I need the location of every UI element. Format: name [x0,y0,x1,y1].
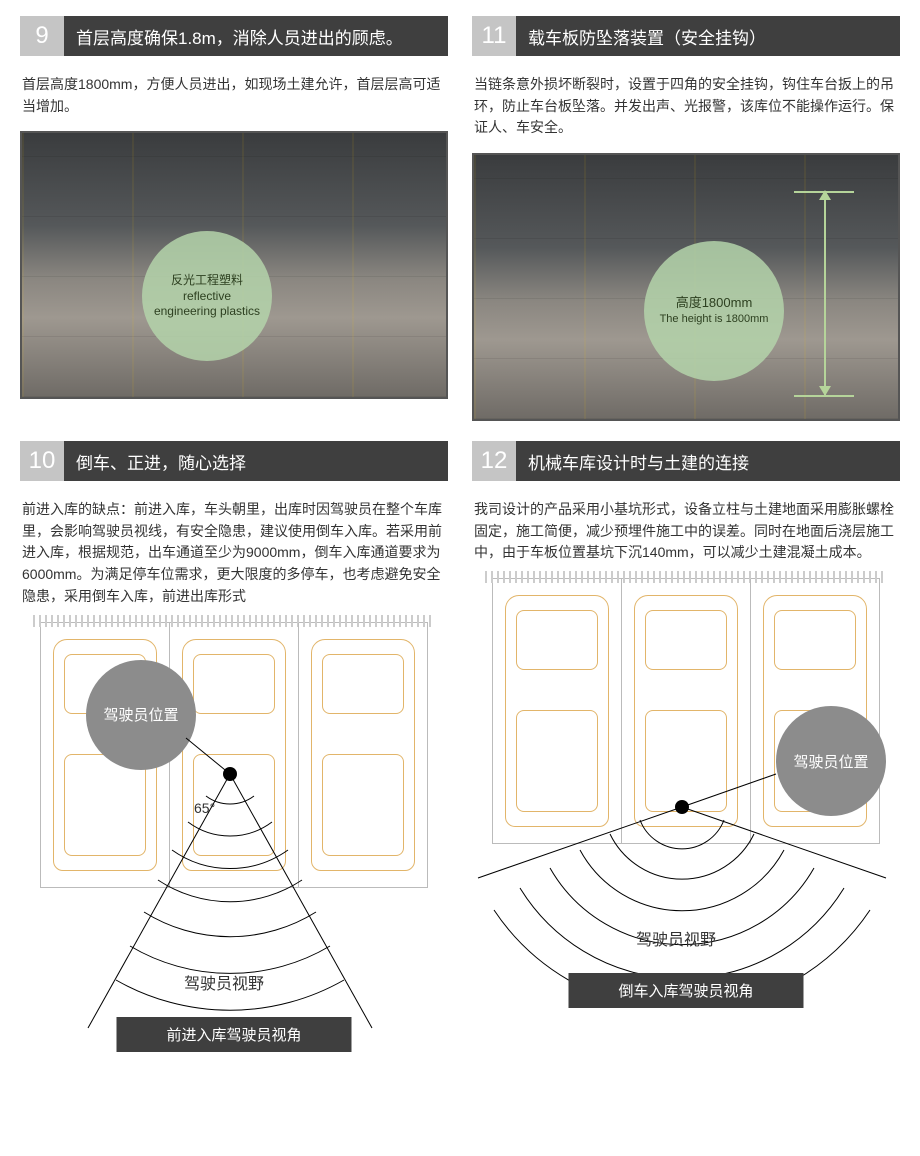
bubble-text-line: 高度1800mm [676,295,753,312]
section-number: 10 [20,441,64,481]
car-outline [311,639,415,871]
bubble-text-line: reflective [183,289,231,305]
page-grid: 9 首层高度确保1.8m，消除人员进出的顾虑。 首层高度1800mm，方便人员进… [0,0,920,1070]
section-12: 12 机械车库设计时与土建的连接 我司设计的产品采用小基坑形式，设备立柱与土建地… [472,441,900,1051]
diagram-reverse: 驾驶员位置 驾驶员视野 倒车入库驾驶员视角 [472,578,900,1008]
driver-point [223,767,237,781]
bubble-text-line: 反光工程塑料 [171,273,243,289]
field-of-view-label: 驾驶员视野 [636,926,716,950]
section-body: 首层高度1800mm，方便人员进出，如现场土建允许，首层层高可适当增加。 [20,74,448,117]
driver-position-bubble: 驾驶员位置 [776,706,886,816]
diagram-caption: 倒车入库驾驶员视角 [568,973,803,1008]
bay [493,579,622,843]
section-body: 前进入库的缺点：前进入库，车头朝里，出库时因驾驶员在整个车库里，会影响驾驶员视线… [20,499,448,607]
height-bar-top [794,191,854,193]
bubble-text-line: The height is 1800mm [660,312,769,326]
section-header: 9 首层高度确保1.8m，消除人员进出的顾虑。 [20,16,448,56]
section-title: 机械车库设计时与土建的连接 [516,441,900,481]
section-header: 12 机械车库设计时与土建的连接 [472,441,900,481]
car-outline [182,639,286,871]
driver-position-bubble: 驾驶员位置 [86,660,196,770]
section-title: 倒车、正进，随心选择 [64,441,448,481]
section-body: 当链条意外损坏断裂时，设置于四角的安全挂钩，钩住车台扳上的吊环，防止车台板坠落。… [472,74,900,139]
section-9: 9 首层高度确保1.8m，消除人员进出的顾虑。 首层高度1800mm，方便人员进… [20,16,448,421]
section-number: 9 [20,16,64,56]
car-outline [505,595,609,827]
section-title: 载车板防坠落装置（安全挂钩） [516,16,900,56]
bay [170,623,299,887]
section-number: 12 [472,441,516,481]
driver-position-label: 驾驶员位置 [103,704,178,725]
callout-bubble: 高度1800mm The height is 1800mm [644,241,784,381]
section-header: 10 倒车、正进，随心选择 [20,441,448,481]
section-10: 10 倒车、正进，随心选择 前进入库的缺点：前进入库，车头朝里，出库时因驾驶员在… [20,441,448,1051]
section-header: 11 载车板防坠落装置（安全挂钩） [472,16,900,56]
photo-11: 高度1800mm The height is 1800mm [472,153,900,421]
bay [299,623,427,887]
car-outline [634,595,738,827]
section-number: 11 [472,16,516,56]
section-body: 我司设计的产品采用小基坑形式，设备立柱与土建地面采用膨胀螺栓固定，施工简便，减少… [472,499,900,564]
section-11: 11 载车板防坠落装置（安全挂钩） 当链条意外损坏断裂时，设置于四角的安全挂钩，… [472,16,900,421]
photo-9: 反光工程塑料 reflective engineering plastics [20,131,448,399]
diagram-forward: 驾驶员位置 65° 驾驶员视野 前进入库驾驶员视角 [20,622,448,1052]
angle-label: 65° [194,800,215,816]
callout-bubble: 反光工程塑料 reflective engineering plastics [142,231,272,361]
field-of-view-label: 驾驶员视野 [184,970,264,994]
height-bar-bottom [794,395,854,397]
diagram-caption: 前进入库驾驶员视角 [116,1017,351,1052]
bubble-text-line: engineering plastics [154,304,260,320]
parking-bays [40,622,428,888]
height-arrow [824,191,826,395]
section-title: 首层高度确保1.8m，消除人员进出的顾虑。 [64,16,448,56]
driver-position-label: 驾驶员位置 [793,751,868,772]
